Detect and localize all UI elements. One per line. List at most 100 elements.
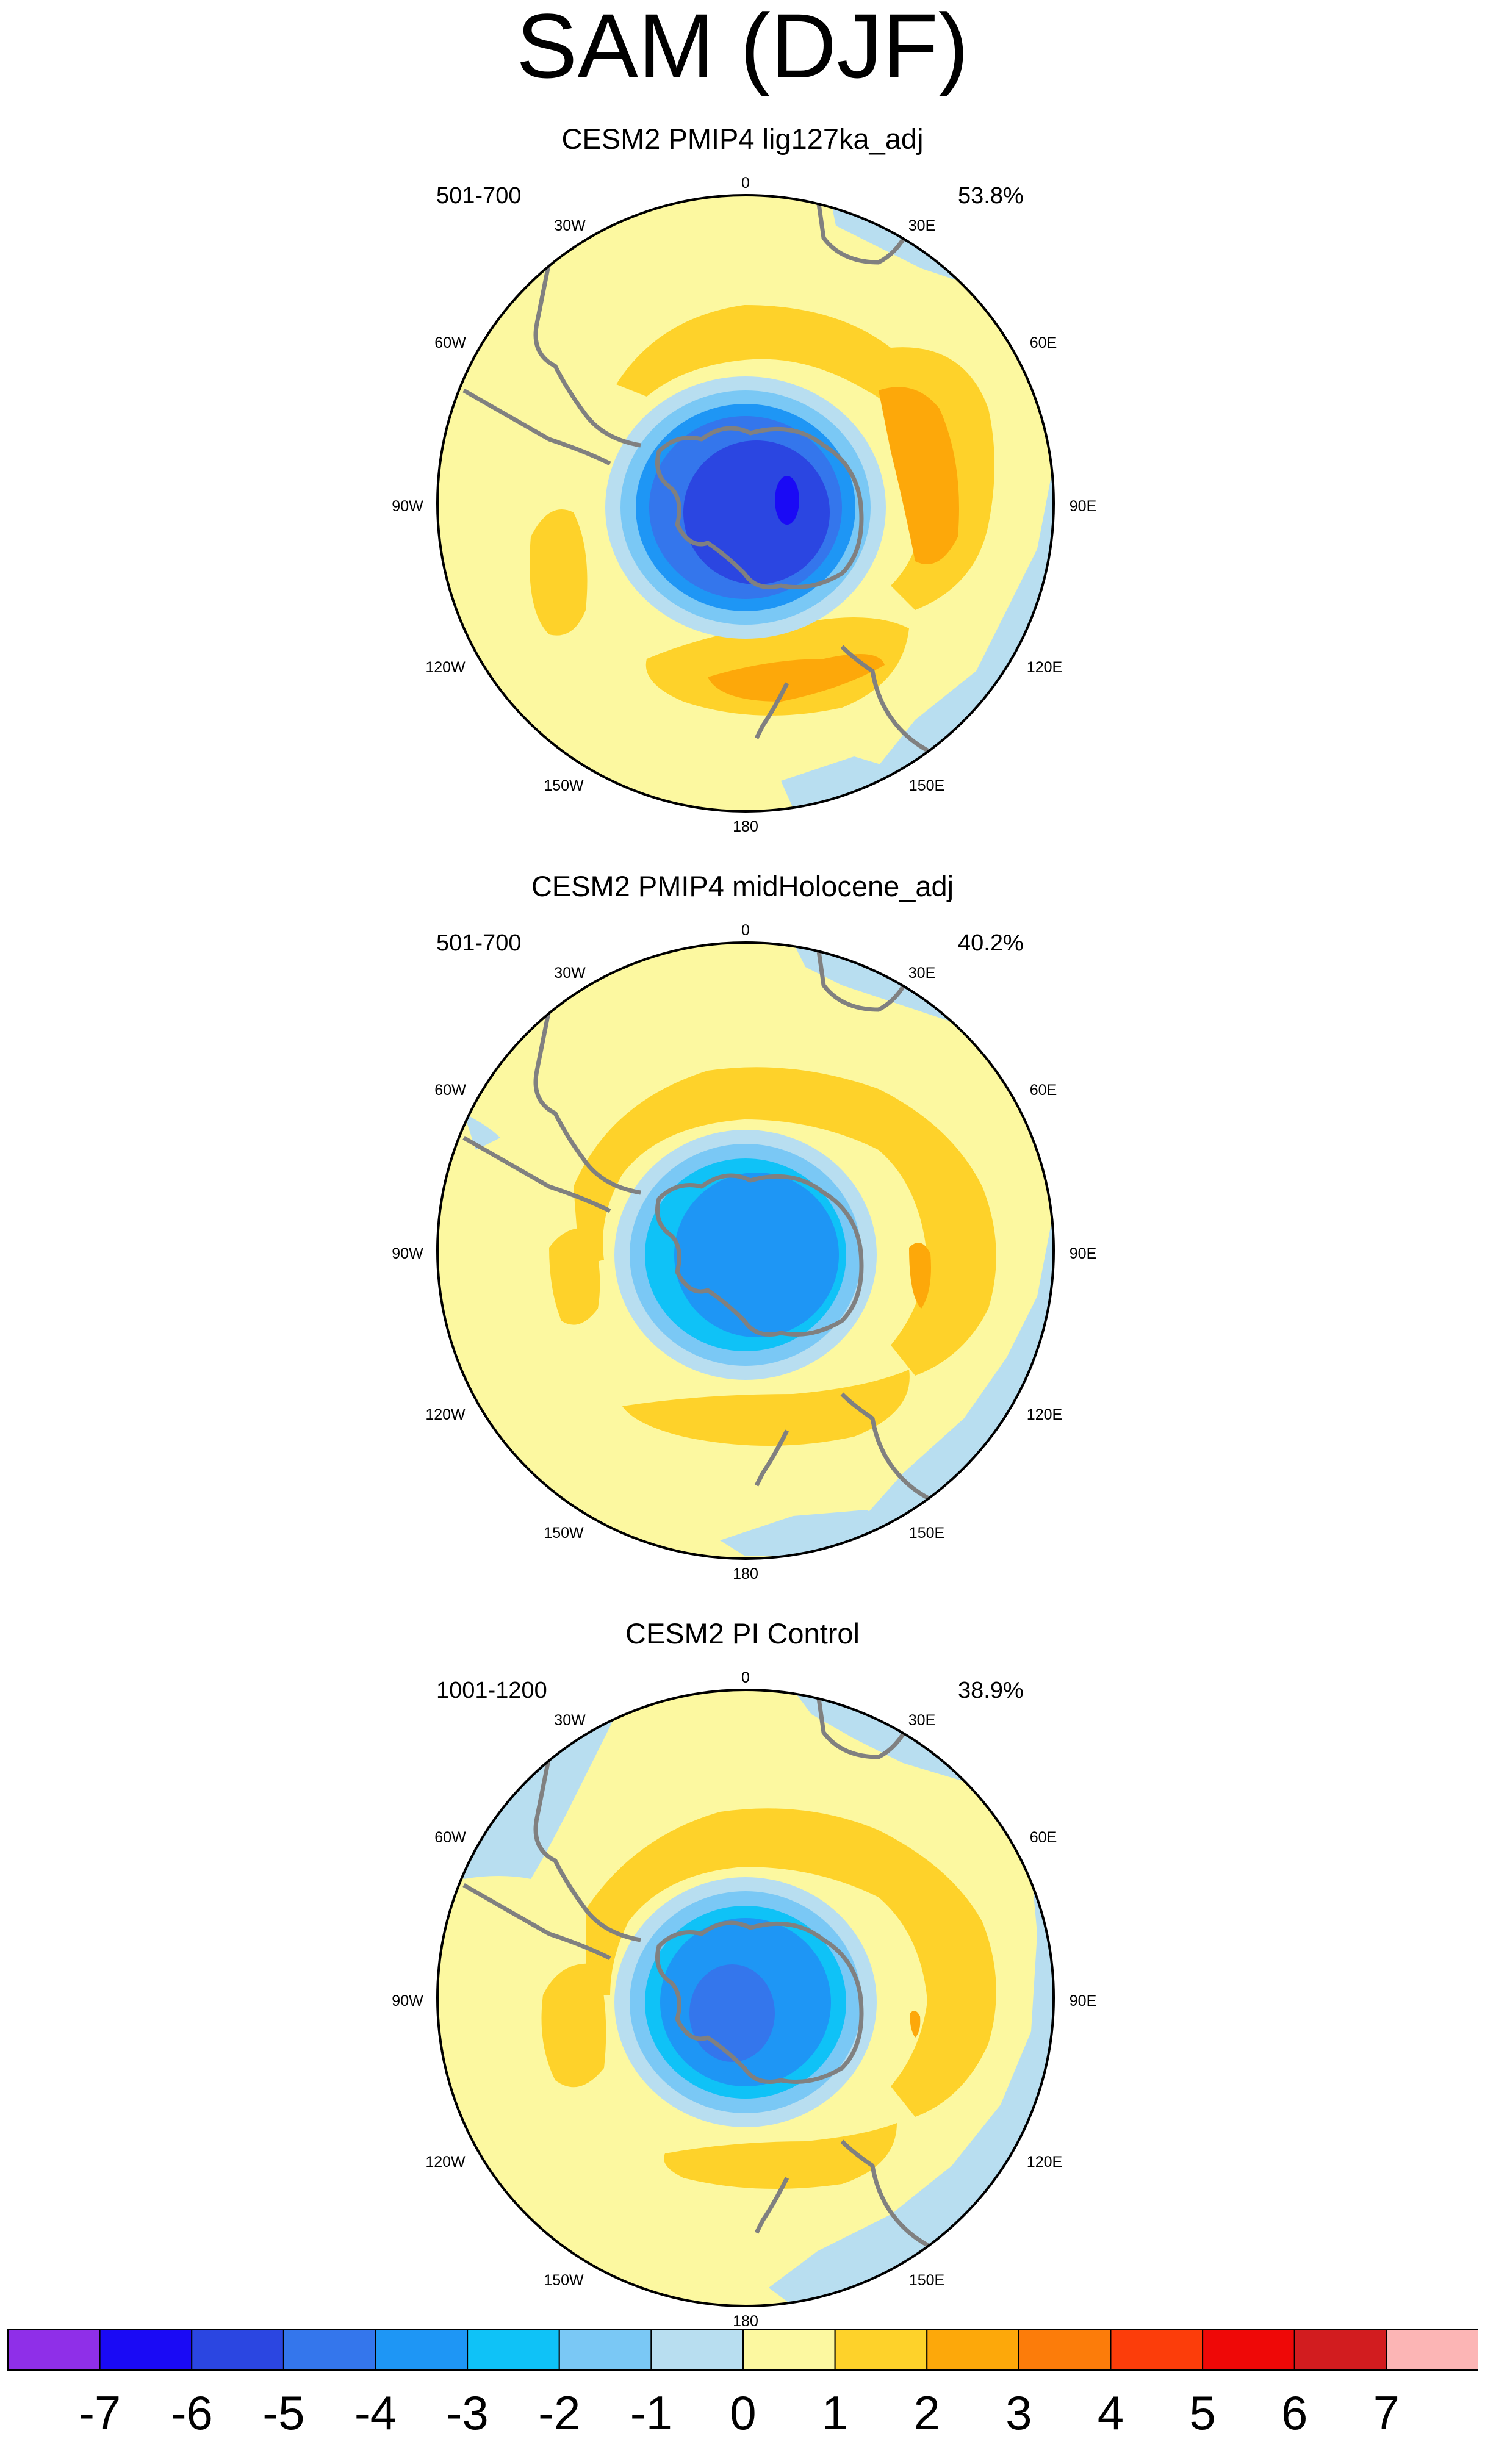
neg-contour-cap-5 [689, 1964, 775, 2062]
madagascar-outline [951, 1723, 979, 1740]
pos-contour-east-core [879, 387, 959, 564]
colorbar-box [1018, 2329, 1112, 2371]
lon-label-150w: 150W [544, 2272, 584, 2289]
colorbar-box [926, 2329, 1019, 2371]
lon-label-30w: 30W [554, 217, 586, 234]
polar-map [436, 1689, 1055, 2307]
pos-contour-south [664, 2123, 897, 2189]
panel-years: 501-700 [436, 183, 522, 209]
map-panel-lig127ka: CESM2 PMIP4 lig127ka_adj 501-700 53.8% [0, 122, 1485, 842]
neg-contour-cap-6 [775, 476, 799, 525]
lon-label-120w: 120W [425, 659, 466, 676]
lon-label-120w: 120W [425, 1406, 466, 1423]
panel-years: 1001-1200 [436, 1678, 547, 1703]
lon-label-180: 180 [733, 2313, 758, 2330]
colorbar-box [375, 2329, 469, 2371]
colorbar-box [7, 2329, 101, 2371]
colorbar-tick-label: 7 [1373, 2386, 1400, 2440]
panel-title: CESM2 PI Control [625, 1617, 860, 1650]
colorbar-tick-label: -1 [630, 2386, 673, 2440]
map-border [436, 194, 1055, 813]
new-zealand-outline [754, 1429, 789, 1487]
lon-label-0: 0 [741, 922, 750, 939]
lon-label-60e: 60E [1029, 334, 1057, 351]
panel-variance-percent: 53.8% [958, 183, 1024, 209]
lon-label-60e: 60E [1029, 1082, 1057, 1099]
colorbar-tick-label: -6 [170, 2386, 213, 2440]
madagascar-outline [951, 975, 979, 993]
pos-contour-ring [574, 1067, 996, 1376]
colorbar-tick-label: -4 [354, 2386, 397, 2440]
colorbar-box [834, 2329, 928, 2371]
colorbar-box [743, 2329, 836, 2371]
colorbar-box [650, 2329, 744, 2371]
pos-contour-west [530, 509, 588, 636]
map-panel-midholocene: CESM2 PMIP4 midHolocene_adj 501-700 40.2… [0, 869, 1485, 1589]
colorbar-tick-label: 3 [1005, 2386, 1032, 2440]
pos-contour-south-core [708, 654, 885, 702]
lon-label-120e: 120E [1026, 2153, 1063, 2171]
lon-label-90w: 90W [392, 1992, 423, 2010]
lon-label-30e: 30E [908, 964, 936, 982]
lon-label-90e: 90E [1069, 498, 1097, 515]
panel-years: 501-700 [436, 930, 522, 956]
pos-contour-south [622, 1370, 910, 1446]
antarctica-outline [655, 426, 864, 589]
lon-label-60w: 60W [434, 1082, 466, 1099]
colorbar-tick-label: -5 [262, 2386, 305, 2440]
lon-label-150e: 150E [908, 1525, 945, 1542]
colorbar-box [467, 2329, 560, 2371]
lon-label-90e: 90E [1069, 1245, 1097, 1262]
map-border [436, 1689, 1055, 2307]
colorbar-tick-label: -7 [78, 2386, 121, 2440]
colorbar-tick-label: -2 [538, 2386, 581, 2440]
lon-label-0: 0 [741, 1669, 750, 1686]
lon-label-90w: 90W [392, 498, 423, 515]
south-america-outline [462, 1756, 641, 1961]
colorbar-tick-label: 4 [1097, 2386, 1124, 2440]
pos-contour-ring [586, 1808, 996, 2117]
colorbar-box [282, 2329, 376, 2371]
colorbar-tick-label: 1 [821, 2386, 849, 2440]
madagascar-outline [951, 228, 979, 245]
pos-contour-west [541, 1963, 606, 2088]
colorbar-tick-label: 0 [730, 2386, 757, 2440]
colorbar-box [1386, 2329, 1478, 2371]
south-america-outline [462, 262, 641, 466]
antarctica-outline [655, 1920, 864, 2084]
polar-map [436, 941, 1055, 1560]
lon-label-30w: 30W [554, 1712, 586, 1729]
polar-map [436, 194, 1055, 813]
colorbar-box [1293, 2329, 1387, 2371]
map-border [436, 941, 1055, 1560]
lon-label-30e: 30E [908, 1712, 936, 1729]
lon-label-150w: 150W [544, 777, 584, 794]
colorbar-tick-label: 6 [1281, 2386, 1308, 2440]
colorbar-boxes [7, 2329, 1478, 2371]
pos-contour-east-core [909, 1243, 931, 1309]
colorbar-tick-label: -3 [446, 2386, 489, 2440]
panel-title: CESM2 PMIP4 midHolocene_adj [531, 870, 954, 902]
lon-label-150w: 150W [544, 1525, 584, 1542]
lon-label-120w: 120W [425, 2153, 466, 2171]
panel-title: CESM2 PMIP4 lig127ka_adj [561, 123, 924, 155]
pos-contour-north [616, 305, 994, 610]
colorbar: -7 -6 -5 -4 -3 -2 -1 0 1 2 3 4 5 6 7 [7, 2329, 1478, 2457]
colorbar-box [558, 2329, 652, 2371]
figure-title: SAM (DJF) [516, 0, 969, 97]
lon-label-180: 180 [733, 1565, 758, 1582]
new-zealand-outline [754, 2177, 789, 2234]
lon-label-120e: 120E [1026, 1406, 1063, 1423]
lon-label-60e: 60E [1029, 1829, 1057, 1846]
colorbar-box [1110, 2329, 1204, 2371]
panel-variance-percent: 40.2% [958, 930, 1024, 956]
lon-label-90e: 90E [1069, 1992, 1097, 2010]
map-panel-pi-control: CESM2 PI Control 1001-1200 38.9% [0, 1617, 1485, 2336]
neg-contour-cap-5 [683, 440, 830, 584]
lon-label-90w: 90W [392, 1245, 423, 1262]
neg-contour-cap-4 [674, 1173, 839, 1337]
colorbar-tick-label: 5 [1189, 2386, 1216, 2440]
colorbar-box [1202, 2329, 1295, 2371]
colorbar-box [99, 2329, 193, 2371]
colorbar-box [191, 2329, 284, 2371]
